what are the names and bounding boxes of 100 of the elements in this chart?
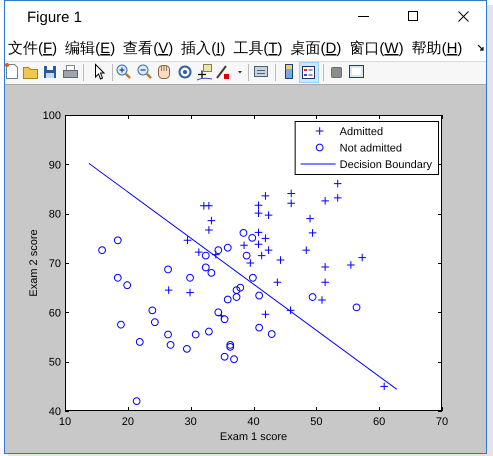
- point: [286, 189, 296, 198]
- point: [254, 228, 263, 237]
- point: [214, 246, 222, 254]
- point: [261, 192, 270, 200]
- y-tick-label: 100: [42, 110, 61, 122]
- point: [217, 311, 226, 320]
- point: [230, 355, 238, 364]
- point: [183, 236, 192, 245]
- point: [261, 234, 270, 243]
- point: [98, 246, 106, 254]
- point: [236, 284, 244, 292]
- point: [254, 200, 263, 210]
- point: [380, 382, 388, 391]
- point: [164, 266, 172, 274]
- point: [246, 258, 255, 268]
- point: [286, 199, 296, 208]
- point: [164, 286, 173, 294]
- point: [242, 252, 250, 260]
- y-tick-label: 90: [48, 159, 61, 172]
- point: [132, 397, 141, 406]
- point: [286, 306, 295, 315]
- x-tick-label: 60: [373, 416, 386, 428]
- point: [264, 210, 273, 220]
- text: 工具(T): [233, 40, 283, 57]
- point: [114, 274, 122, 282]
- point: [333, 179, 342, 188]
- point: [186, 274, 194, 282]
- point: [166, 340, 174, 349]
- x-axis-title: Exam 1 score: [220, 431, 288, 443]
- point: [202, 264, 210, 272]
- point: [226, 340, 234, 349]
- point: [232, 286, 240, 294]
- point: [255, 292, 264, 300]
- text: 编辑(E): [65, 40, 116, 57]
- point: [226, 342, 234, 351]
- point: [255, 324, 264, 332]
- text: 查看(V): [123, 40, 174, 57]
- point: [320, 278, 330, 287]
- x-tick-label: 20: [122, 416, 134, 428]
- x-tick-label: 10: [58, 416, 72, 428]
- y-tick-label: 40: [48, 406, 61, 418]
- point: [320, 262, 330, 272]
- point: [268, 330, 276, 338]
- y-tick-label: 80: [48, 208, 61, 221]
- point: [224, 296, 232, 304]
- y-tick-label: 50: [48, 356, 61, 369]
- point: [202, 252, 210, 260]
- point: [254, 240, 263, 249]
- point: [123, 281, 132, 290]
- point: [204, 201, 214, 210]
- point: [333, 194, 342, 202]
- point: [214, 308, 222, 316]
- point: [182, 344, 191, 353]
- x-tick-label: 70: [436, 416, 448, 428]
- point: [358, 253, 366, 262]
- point: [254, 208, 263, 218]
- point: [276, 256, 285, 264]
- point: [240, 229, 248, 237]
- point: [194, 248, 204, 256]
- point: [136, 338, 144, 346]
- point: [232, 293, 240, 301]
- point: [208, 268, 216, 277]
- point: [224, 244, 232, 252]
- chart-title: Figure 1: [27, 9, 82, 26]
- legend-label: Admitted: [340, 126, 384, 138]
- point: [207, 216, 216, 225]
- point: [306, 214, 314, 223]
- x-tick-label: 30: [184, 416, 197, 428]
- point: [352, 304, 360, 312]
- point: [192, 330, 200, 338]
- point: [248, 274, 257, 282]
- y-tick-label: 60: [48, 307, 61, 320]
- legend-label: Decision Boundary: [340, 159, 432, 171]
- point: [117, 320, 125, 329]
- point: [212, 250, 220, 259]
- point: [220, 315, 228, 324]
- y-axis-title: Exam 2 score: [28, 229, 40, 297]
- point: [257, 251, 266, 260]
- point: [240, 240, 248, 250]
- text: 帮助(H): [412, 40, 462, 57]
- point: [346, 260, 356, 270]
- point: [114, 236, 122, 244]
- point: [204, 328, 213, 336]
- point: [320, 196, 330, 206]
- point: [150, 318, 159, 326]
- text: 桌面(D): [290, 40, 342, 57]
- point: [164, 330, 172, 338]
- point: [148, 306, 156, 314]
- point: [204, 226, 214, 234]
- point: [308, 293, 316, 301]
- point: [273, 278, 282, 287]
- y-tick-label: 70: [48, 258, 61, 270]
- text: 窗口(W): [349, 40, 404, 57]
- legend-label: Not admitted: [340, 142, 402, 154]
- point: [261, 310, 270, 319]
- point: [248, 234, 256, 242]
- x-tick-label: 40: [247, 416, 260, 428]
- text: 插入(I): [181, 40, 226, 57]
- point: [220, 352, 228, 361]
- text: 文件(F): [8, 40, 58, 57]
